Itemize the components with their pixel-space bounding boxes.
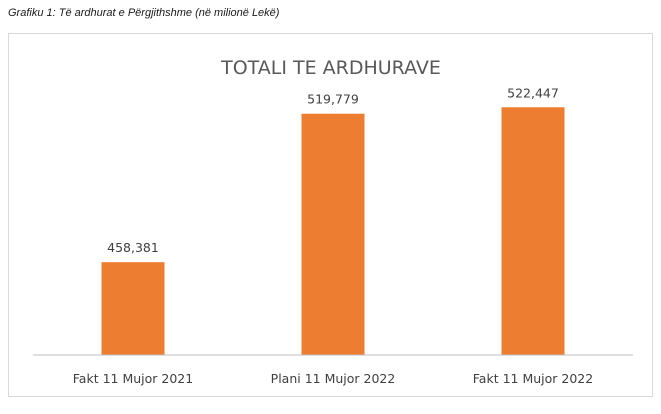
x-tick-label: Fakt 11 Mujor 2021 [73, 371, 193, 386]
tick-labels-group: Fakt 11 Mujor 2021 Plani 11 Mujor 2022 Fak… [73, 371, 593, 386]
data-label: 519,779 [307, 92, 359, 107]
chart-title: TOTALI TE ARDHURAVE [220, 57, 441, 79]
bar [501, 107, 565, 355]
data-labels-group: 458,381 519,779 522,447 [107, 85, 559, 255]
x-tick-label: Plani 11 Mujor 2022 [271, 371, 396, 386]
bars-group [101, 107, 565, 355]
figure-caption: Grafiku 1: Të ardhurat e Përgjithshme (n… [8, 7, 280, 19]
data-label: 458,381 [107, 240, 159, 255]
data-label: 522,447 [507, 85, 559, 100]
bar [301, 113, 365, 355]
bar [101, 262, 165, 355]
x-tick-label: Fakt 11 Mujor 2022 [473, 371, 593, 386]
